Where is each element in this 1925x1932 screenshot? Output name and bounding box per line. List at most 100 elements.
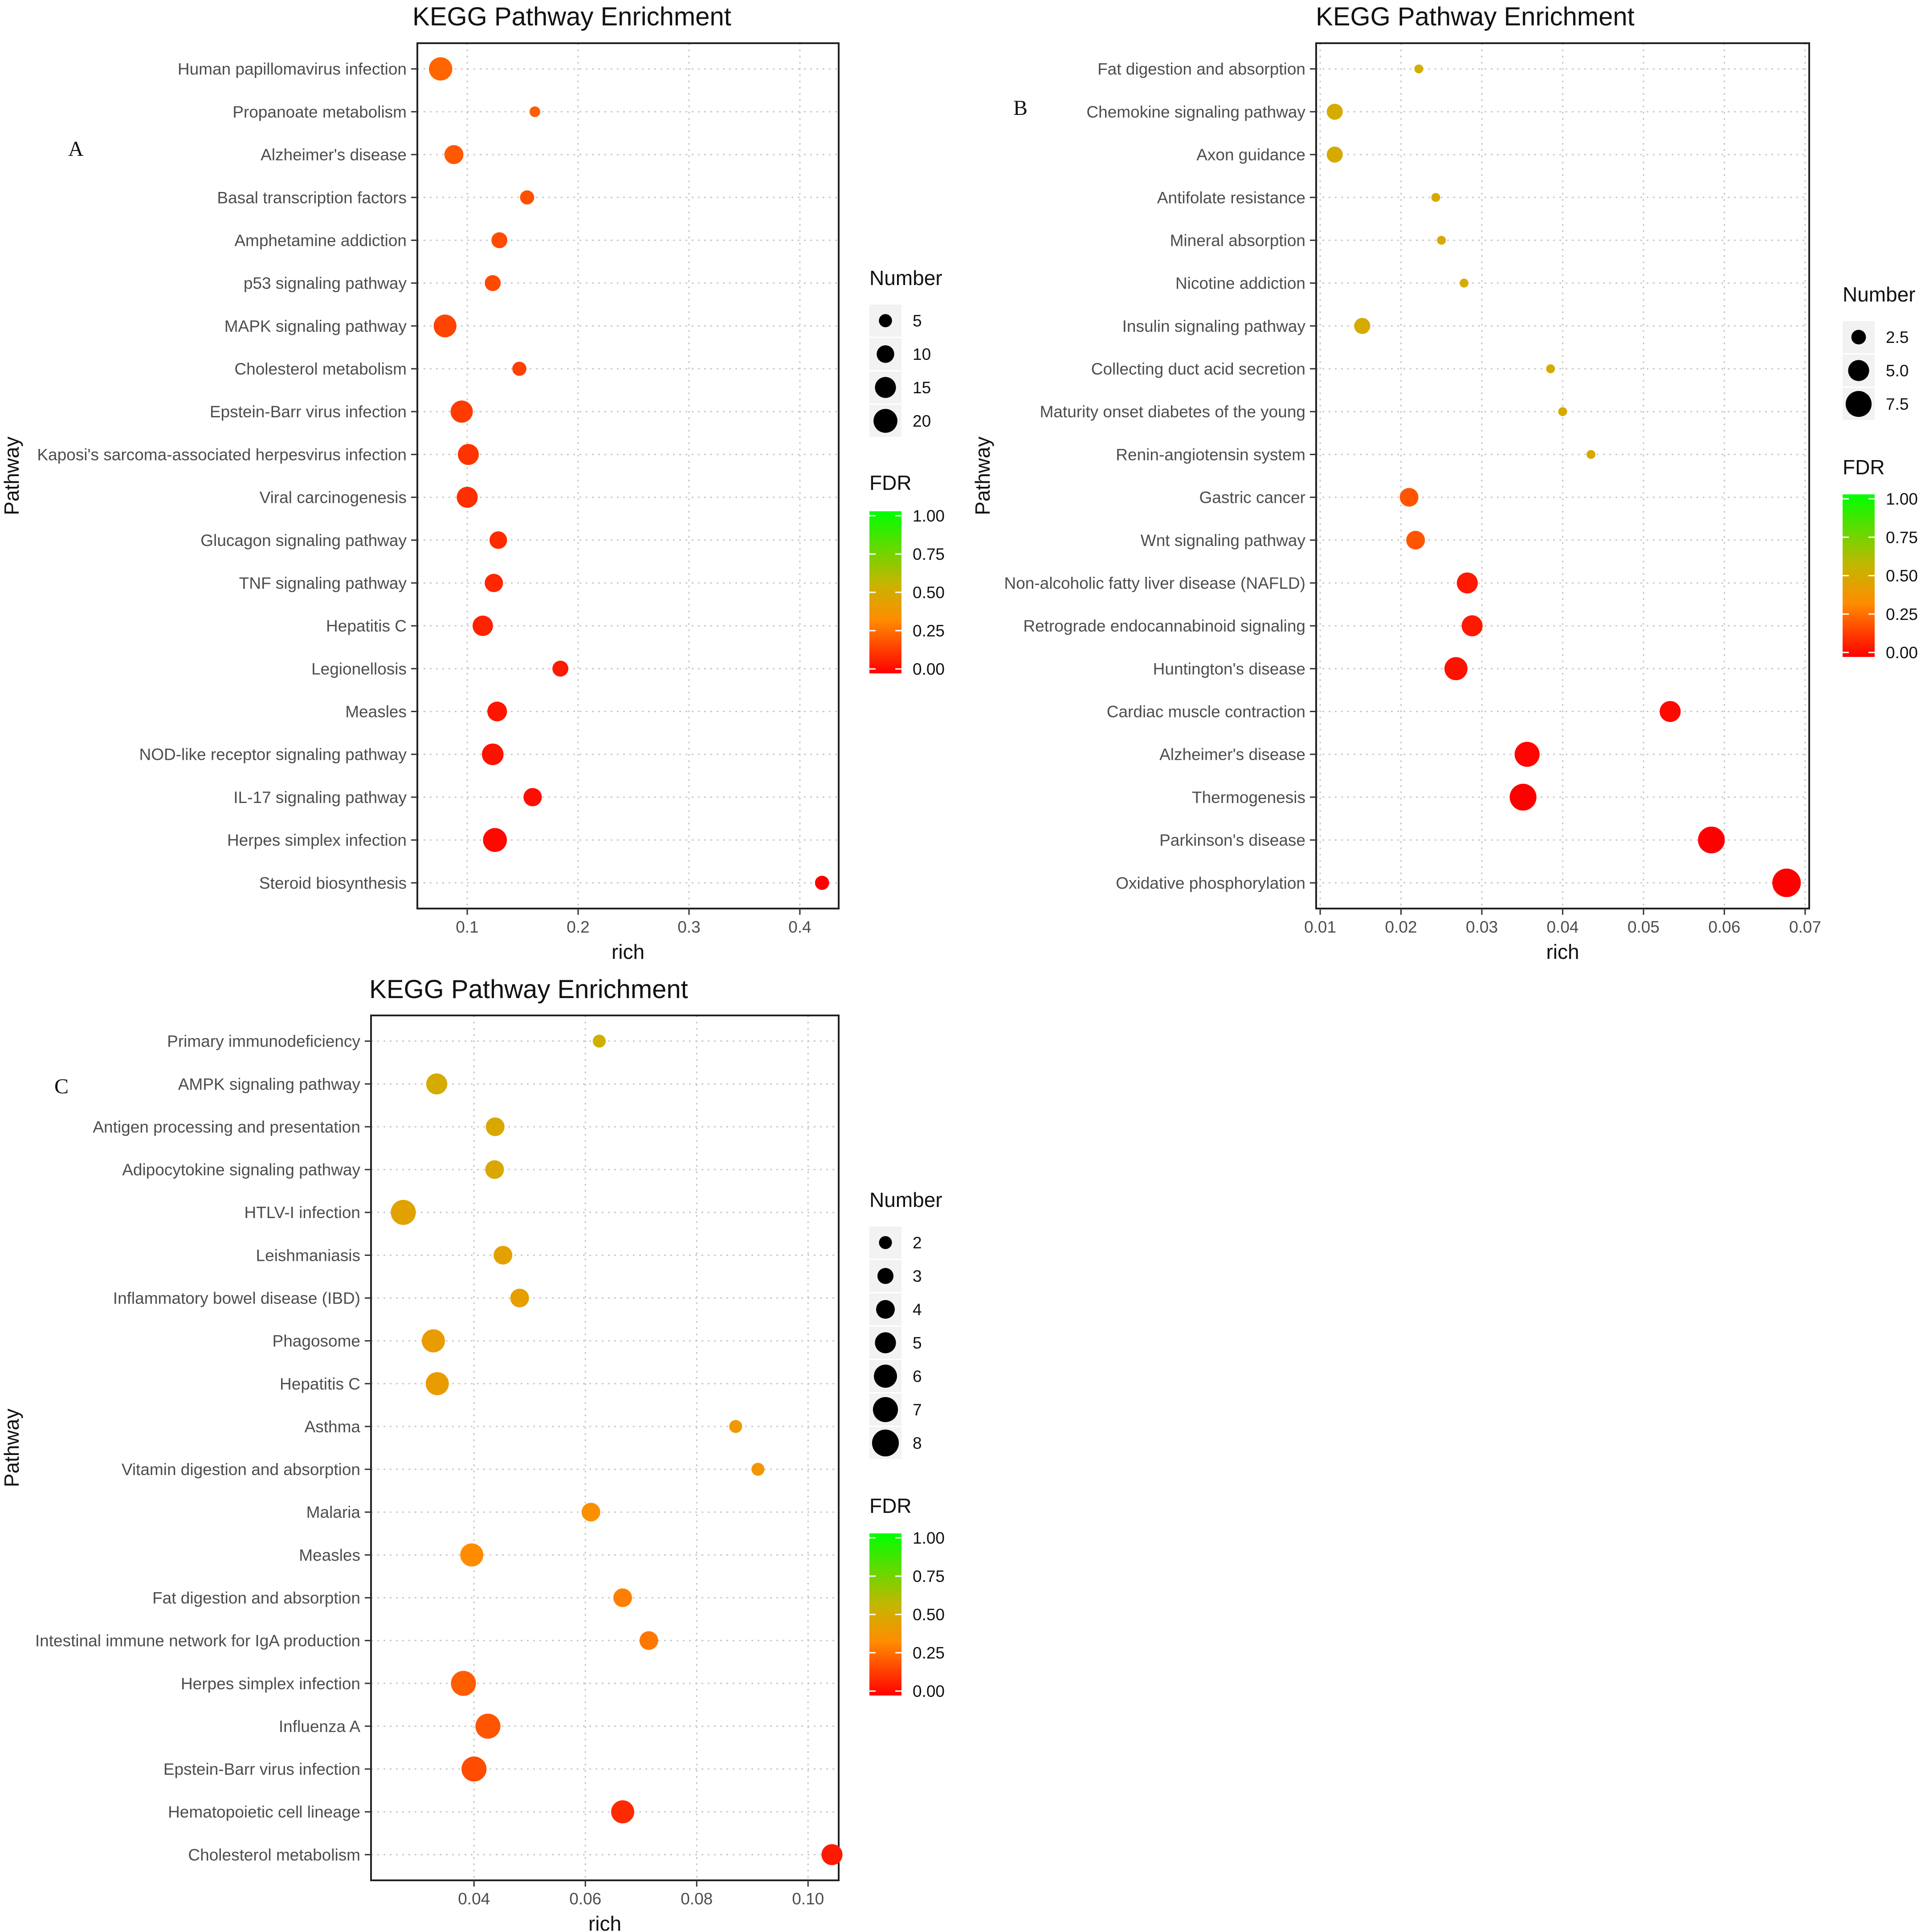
data-point[interactable]: [425, 1372, 449, 1395]
data-point[interactable]: [1660, 701, 1681, 722]
data-point[interactable]: [433, 314, 457, 338]
data-point[interactable]: [457, 487, 478, 508]
size-legend-key: [875, 1332, 896, 1353]
chart-title: KEGG Pathway Enrichment: [412, 2, 731, 31]
y-tick-label: Cardiac muscle contraction: [1107, 703, 1305, 721]
data-points: [1326, 64, 1801, 897]
data-point[interactable]: [1514, 742, 1540, 767]
y-tick-label: Wnt signaling pathway: [1141, 531, 1306, 550]
data-point[interactable]: [1698, 826, 1725, 854]
data-point[interactable]: [611, 1800, 634, 1824]
data-point[interactable]: [391, 1200, 416, 1225]
x-tick-label: 0.04: [458, 1890, 490, 1908]
data-point[interactable]: [429, 57, 453, 81]
y-tick-label: Insulin signaling pathway: [1122, 317, 1306, 335]
data-point[interactable]: [1772, 868, 1801, 897]
data-point[interactable]: [1399, 488, 1419, 507]
data-point[interactable]: [1326, 147, 1343, 163]
y-tick-label: Herpes simplex infection: [181, 1675, 360, 1693]
data-point[interactable]: [485, 1117, 505, 1136]
y-tick-label: Intestinal immune network for IgA produc…: [35, 1632, 360, 1650]
data-point[interactable]: [1558, 407, 1567, 416]
data-point[interactable]: [512, 362, 526, 376]
y-tick-label: Vitamin digestion and absorption: [122, 1460, 360, 1479]
data-point[interactable]: [1461, 615, 1483, 636]
fdr-legend-label: 0.50: [913, 1606, 945, 1624]
x-tick-label: 0.3: [677, 918, 700, 936]
data-point[interactable]: [520, 190, 534, 205]
data-point[interactable]: [491, 232, 508, 249]
fdr-legend-label: 1.00: [1886, 490, 1918, 508]
y-tick-label: Fat digestion and absorption: [152, 1589, 360, 1607]
size-legend: Number 2.5 5.0 7.5: [1843, 283, 1916, 420]
y-tick-label: Asthma: [305, 1418, 361, 1436]
x-axis-title: rich: [612, 940, 644, 963]
data-point[interactable]: [461, 1756, 487, 1782]
data-point[interactable]: [473, 615, 493, 636]
panel-letter: B: [1013, 96, 1028, 120]
data-point[interactable]: [581, 1503, 600, 1522]
data-point[interactable]: [451, 1671, 476, 1696]
data-point[interactable]: [1460, 278, 1469, 288]
y-axis-labels: Primary immunodeficiency AMPK signaling p…: [35, 1032, 371, 1864]
data-point[interactable]: [485, 574, 503, 592]
data-point[interactable]: [460, 1543, 484, 1567]
x-axis-title: rich: [588, 1912, 621, 1932]
data-point[interactable]: [482, 743, 504, 765]
data-point[interactable]: [1456, 572, 1478, 594]
y-tick-label: Basal transcription factors: [217, 188, 407, 207]
y-tick-label: Parkinson's disease: [1159, 831, 1305, 849]
data-point[interactable]: [729, 1420, 742, 1433]
y-tick-label: Huntington's disease: [1153, 660, 1305, 678]
data-point[interactable]: [821, 1844, 843, 1865]
data-point[interactable]: [489, 531, 507, 549]
data-point[interactable]: [1546, 364, 1555, 374]
data-point[interactable]: [1354, 318, 1370, 334]
x-tick-label: 0.06: [1708, 918, 1740, 936]
data-point[interactable]: [529, 106, 540, 117]
y-tick-label: Human papillomavirus infection: [178, 60, 407, 78]
data-point[interactable]: [457, 444, 479, 465]
data-point[interactable]: [1586, 450, 1596, 459]
data-point[interactable]: [1431, 193, 1440, 202]
data-point[interactable]: [1406, 530, 1425, 550]
data-point[interactable]: [751, 1463, 765, 1476]
fdr-legend-label: 0.25: [913, 1644, 945, 1662]
y-tick-label: Collecting duct acid secretion: [1091, 360, 1305, 378]
data-point[interactable]: [1444, 657, 1468, 681]
data-point[interactable]: [1326, 103, 1343, 120]
data-point[interactable]: [523, 788, 542, 807]
fdr-legend-label: 0.25: [913, 622, 945, 640]
data-point[interactable]: [485, 1160, 504, 1179]
data-point[interactable]: [487, 701, 507, 721]
data-point[interactable]: [493, 1246, 513, 1265]
data-point[interactable]: [1509, 783, 1537, 811]
y-tick-label: HTLV-I infection: [245, 1203, 360, 1222]
x-tick-label: 0.08: [681, 1890, 713, 1908]
y-tick-label: Influenza A: [279, 1717, 360, 1736]
data-point[interactable]: [485, 275, 501, 291]
data-point[interactable]: [426, 1073, 448, 1095]
data-point[interactable]: [815, 876, 829, 890]
data-point[interactable]: [592, 1035, 606, 1048]
data-point[interactable]: [444, 145, 464, 164]
x-axis-labels: 0.01 0.02 0.03 0.04 0.05 0.06 0.07: [1304, 909, 1821, 936]
data-point[interactable]: [1414, 64, 1423, 73]
data-point[interactable]: [613, 1588, 632, 1607]
data-point[interactable]: [552, 660, 569, 677]
data-point[interactable]: [475, 1713, 501, 1739]
data-point[interactable]: [422, 1329, 445, 1353]
data-point[interactable]: [510, 1288, 529, 1308]
y-tick-label: NOD-like receptor signaling pathway: [139, 746, 407, 764]
data-point[interactable]: [450, 400, 473, 423]
data-point[interactable]: [1437, 236, 1446, 245]
size-legend-label: 5: [913, 312, 922, 330]
y-tick-label: Inflammatory bowel disease (IBD): [113, 1289, 360, 1308]
size-legend-label: 15: [913, 379, 931, 397]
data-point[interactable]: [483, 828, 507, 852]
size-legend-label: 10: [913, 345, 931, 363]
grid: [1316, 43, 1809, 909]
y-tick-label: AMPK signaling pathway: [178, 1075, 361, 1093]
data-point[interactable]: [639, 1631, 658, 1650]
